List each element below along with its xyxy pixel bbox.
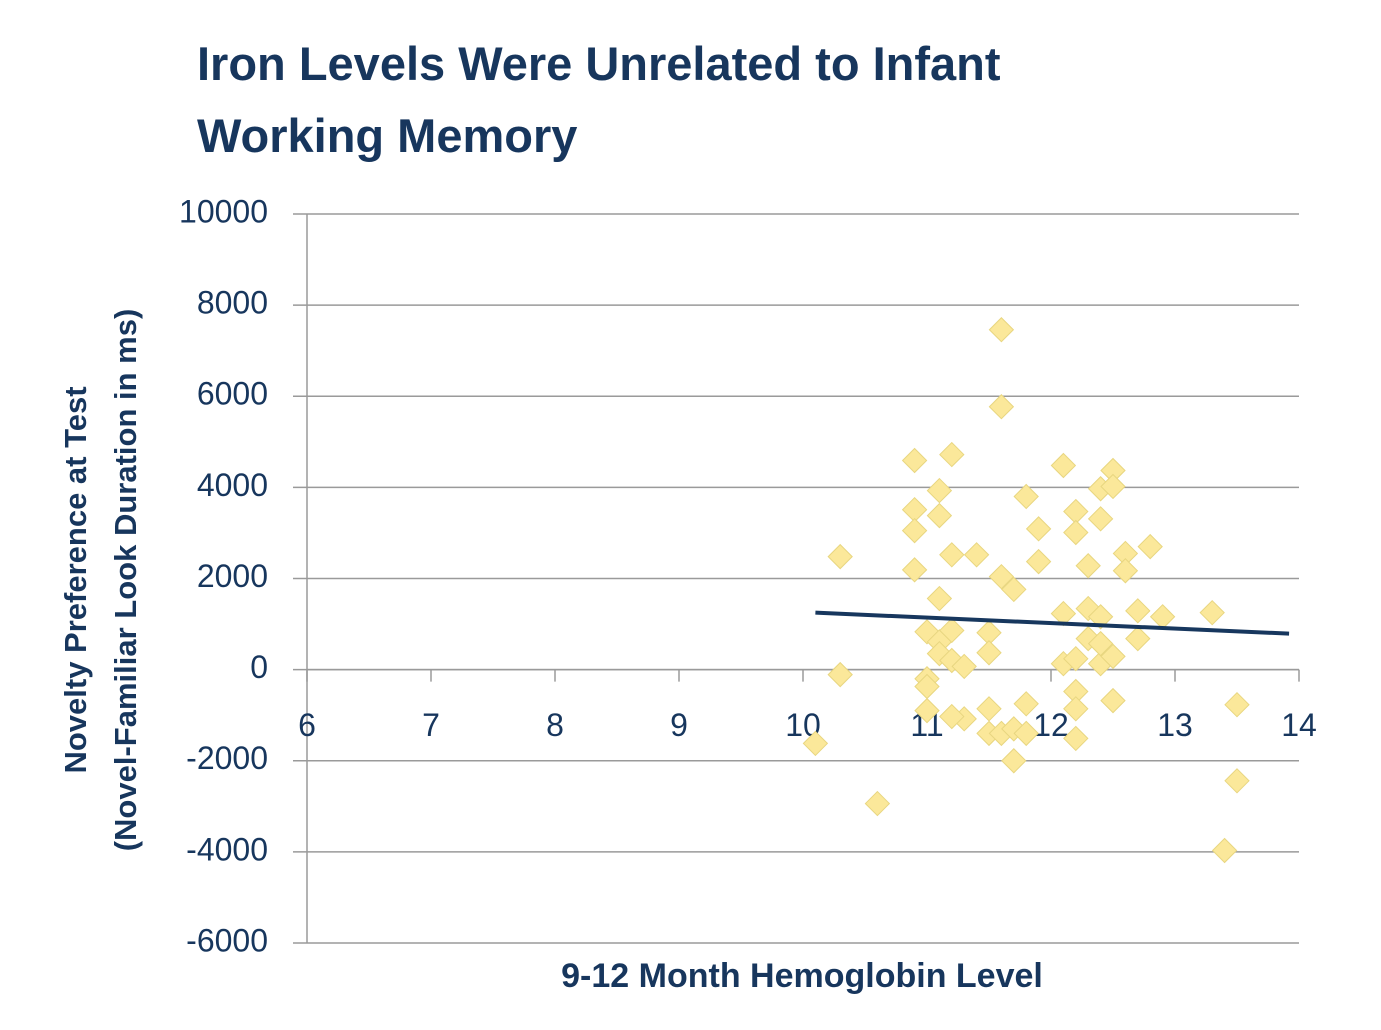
y-tick-label: -2000 xyxy=(186,740,268,776)
point xyxy=(1001,748,1027,774)
point xyxy=(926,502,953,529)
point xyxy=(939,617,965,644)
y-tick-label: 8000 xyxy=(197,285,268,321)
point xyxy=(1087,604,1114,630)
point xyxy=(1199,599,1225,626)
point xyxy=(926,477,953,504)
point xyxy=(988,563,1015,590)
y-tick-label: 10000 xyxy=(179,193,268,229)
y-tick-label: 4000 xyxy=(197,467,268,503)
point xyxy=(951,653,977,680)
point xyxy=(939,441,965,468)
point xyxy=(1075,553,1101,579)
point xyxy=(1112,558,1139,584)
point xyxy=(1013,483,1039,510)
point xyxy=(963,542,990,568)
point xyxy=(914,697,940,724)
point xyxy=(901,447,928,474)
point xyxy=(1001,716,1027,742)
point xyxy=(1001,576,1027,603)
chart-title: Iron Levels Were Unrelated to Infant Wor… xyxy=(197,37,1001,162)
point xyxy=(802,730,829,757)
point xyxy=(1063,696,1089,722)
point xyxy=(939,703,965,730)
y-tick-label: 6000 xyxy=(197,376,268,412)
y-axis-label: (Novel-Familiar Look Duration in ms) xyxy=(108,309,143,852)
point xyxy=(1100,473,1126,500)
y-tick-label: -6000 xyxy=(186,922,268,958)
point xyxy=(901,517,928,544)
point xyxy=(1087,630,1114,657)
point xyxy=(1100,643,1126,670)
point xyxy=(901,557,928,583)
point xyxy=(988,317,1015,343)
point xyxy=(988,394,1015,420)
y-tick-label: 0 xyxy=(250,649,268,685)
x-tick-label: 6 xyxy=(298,707,316,743)
point xyxy=(1063,519,1089,546)
point xyxy=(1149,604,1176,630)
point xyxy=(864,790,891,817)
point xyxy=(1063,645,1089,672)
x-tick-label: 8 xyxy=(546,707,564,743)
point xyxy=(1224,692,1250,718)
point xyxy=(827,661,853,688)
point xyxy=(926,585,953,612)
point xyxy=(976,696,1002,722)
x-tick-label: 9 xyxy=(670,707,688,743)
x-axis-label: 9-12 Month Hemoglobin Level xyxy=(561,957,1043,995)
x-tick-label: 14 xyxy=(1281,707,1317,743)
point xyxy=(1025,548,1052,575)
trend-line xyxy=(815,610,1290,636)
point xyxy=(976,640,1002,666)
point xyxy=(1125,625,1151,652)
point xyxy=(1137,533,1163,560)
point xyxy=(1025,516,1052,542)
point xyxy=(1063,725,1089,752)
point xyxy=(1100,687,1126,714)
point xyxy=(1050,452,1077,479)
point xyxy=(1224,768,1250,794)
point xyxy=(1087,506,1114,532)
y-tick-label: 2000 xyxy=(197,558,268,594)
point xyxy=(1013,691,1039,717)
x-tick-label: 7 xyxy=(422,707,440,743)
point xyxy=(827,543,853,570)
y-axis-label: Novelty Preference at Test xyxy=(58,386,93,773)
point xyxy=(1125,598,1151,624)
point xyxy=(939,542,965,568)
point xyxy=(1013,720,1039,747)
x-tick-label: 12 xyxy=(1033,707,1069,743)
point xyxy=(1211,837,1238,864)
x-tick-label: 13 xyxy=(1157,707,1193,743)
y-tick-label: -4000 xyxy=(186,831,268,867)
